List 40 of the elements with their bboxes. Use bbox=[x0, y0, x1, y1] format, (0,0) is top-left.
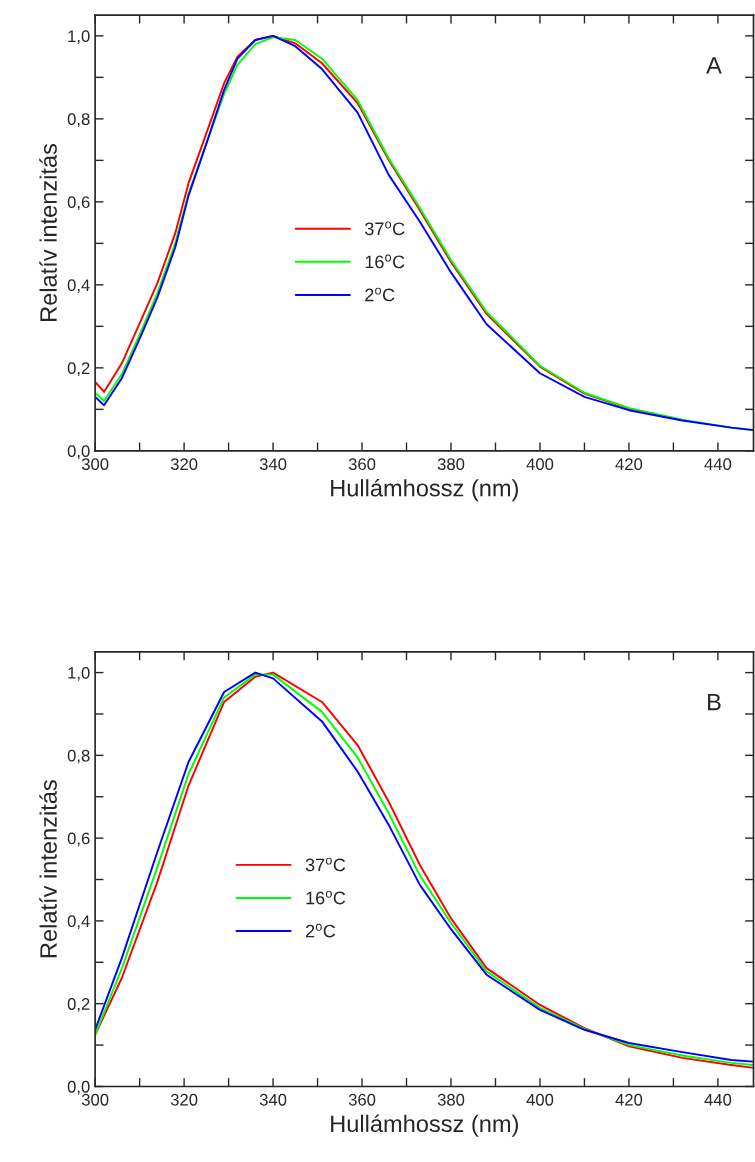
x-axis-title: Hullámhossz (nm) bbox=[331, 1114, 518, 1137]
y-tick-label: 0,8 bbox=[67, 113, 90, 128]
x-tick-label: 320 bbox=[170, 458, 198, 471]
annotation: B bbox=[708, 693, 721, 711]
x-tick-label: 300 bbox=[81, 1093, 109, 1106]
y-axis-title: Relatív intenzitás bbox=[39, 143, 57, 321]
x-tick-label: 400 bbox=[526, 1093, 554, 1106]
y-tick-label: 1,0 bbox=[68, 666, 90, 681]
x-tick-label: 380 bbox=[437, 1093, 465, 1106]
x-tick-label: 340 bbox=[259, 458, 287, 471]
x-tick-label: 360 bbox=[348, 458, 376, 471]
x-tick-label: 440 bbox=[704, 458, 732, 471]
x-tick-label: 340 bbox=[259, 1093, 287, 1106]
y-tick-label: 0,6 bbox=[67, 196, 90, 211]
legend-label: 2$^{o}$C bbox=[305, 923, 336, 938]
legend-label: 16$^{o}$C bbox=[306, 890, 346, 905]
y-tick-label: 0,0 bbox=[67, 1080, 90, 1095]
y-axis-title: Relatív intenzitás bbox=[39, 780, 57, 958]
legend-label: 37$^{o}$C bbox=[365, 221, 405, 236]
x-tick-label: 400 bbox=[526, 458, 554, 471]
y-tick-label: 0,6 bbox=[67, 832, 90, 847]
x-tick-label: 300 bbox=[81, 458, 109, 471]
y-tick-label: 0,0 bbox=[67, 445, 90, 460]
x-tick-label: 380 bbox=[437, 458, 465, 471]
y-tick-label: 0,2 bbox=[67, 362, 90, 377]
annotation: A bbox=[706, 57, 722, 74]
y-tick-label: 1,0 bbox=[68, 30, 90, 45]
y-tick-label: 0,8 bbox=[67, 749, 90, 764]
x-tick-label: 420 bbox=[615, 1093, 643, 1106]
y-tick-label: 0,4 bbox=[67, 279, 90, 294]
legend-label: 16$^{o}$C bbox=[365, 254, 405, 269]
x-tick-label: 420 bbox=[615, 458, 643, 471]
legend-label: 2$^{o}$C bbox=[365, 287, 395, 302]
x-tick-label: 440 bbox=[704, 1093, 732, 1106]
x-tick-label: 320 bbox=[170, 1093, 198, 1106]
x-tick-label: 360 bbox=[348, 1093, 376, 1106]
y-tick-label: 0,4 bbox=[67, 915, 90, 930]
legend-label: 37$^{o}$C bbox=[305, 857, 346, 872]
y-tick-label: 0,2 bbox=[67, 998, 90, 1012]
x-axis-title: Hullámhossz (nm) bbox=[331, 478, 518, 502]
